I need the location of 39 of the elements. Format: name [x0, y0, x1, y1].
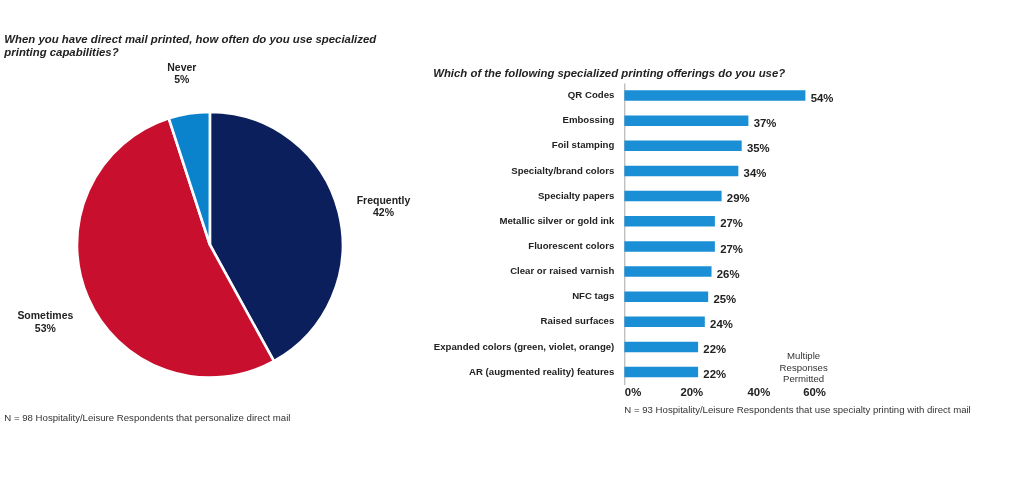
y-tick-label: Specialty papers — [537, 189, 615, 201]
annotation: Multiple Responses Permitted — [779, 350, 828, 385]
data-label: 27% — [720, 217, 743, 230]
x-tick-label: 0% — [624, 385, 642, 398]
y-tick-label: QR Codes — [567, 89, 615, 101]
data-label: 25% — [713, 292, 737, 305]
text: N = 93 Hospitality/Leisure Respondents that use specialty printing with direct mail — [624, 403, 971, 415]
y-tick-label: Metallic silver or gold ink — [499, 214, 615, 226]
data-label: 34% — [743, 167, 767, 180]
y-tick-label: AR (augmented reality) features — [469, 365, 615, 377]
x-tick-label: 60% — [803, 385, 826, 398]
chart-title: When you have direct mail printed, how often do you use specialized printing capabilities? — [3, 33, 378, 59]
data-label: 27% — [720, 242, 743, 255]
y-tick-label: Expanded colors (green, violet, orange) — [433, 340, 615, 352]
data-label: 54% — [810, 91, 834, 104]
data-label: 22% — [703, 343, 727, 356]
y-tick-label: Specialty/brand colors — [511, 164, 615, 176]
y-tick-label: Foil stamping — [551, 139, 615, 151]
y-tick-label: Embossing — [562, 114, 615, 126]
data-label: 53% — [34, 322, 57, 334]
x-tick-label: 40% — [747, 385, 771, 398]
chart-title: Which of the following specialized printing offerings do you use? — [433, 66, 786, 79]
data-label: 24% — [710, 317, 733, 330]
data-label: 35% — [746, 141, 770, 154]
slice-label: Frequently — [356, 194, 411, 206]
y-tick-label: NFC tags — [572, 290, 615, 302]
y-tick-label: Raised surfaces — [540, 315, 615, 327]
x-tick-label: 20% — [680, 385, 704, 398]
data-label: 26% — [716, 267, 740, 280]
data-label: 5% — [174, 74, 191, 86]
text: N = 98 Hospitality/Leisure Respondents that personalize direct mail — [4, 412, 291, 424]
slice-label: Sometimes — [17, 310, 74, 322]
data-label: 42% — [373, 206, 395, 218]
data-label: 37% — [753, 116, 777, 129]
data-label: 29% — [726, 192, 750, 205]
data-label: 22% — [703, 368, 727, 381]
slice-label: Never — [167, 62, 197, 74]
y-tick-label: Clear or raised varnish — [510, 265, 615, 277]
y-tick-label: Fluorescent colors — [528, 240, 615, 252]
